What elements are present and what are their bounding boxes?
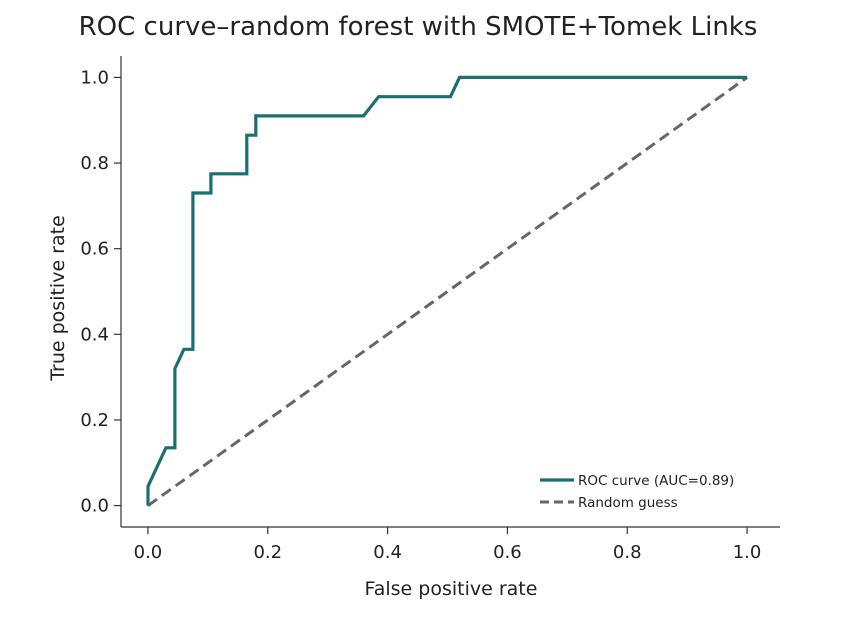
x-tick-label: 1.0 (733, 542, 762, 563)
y-tick-label: 0.8 (80, 153, 109, 174)
legend-label: ROC curve (AUC=0.89) (578, 473, 734, 489)
y-tick-label: 0.2 (80, 410, 109, 431)
roc-curve-line (146, 75, 748, 506)
axes: 0.0 0.2 0.4 0.6 0.8 1.0 0.0 0.2 0.4 0.6 0.8 1.0 (80, 56, 780, 563)
random-guess-line (147, 76, 748, 507)
x-tick-label: 0.4 (373, 542, 402, 563)
x-axis-label: False positive rate (365, 578, 538, 600)
legend: ROC curve (AUC=0.89) Random guess (540, 473, 734, 511)
legend-label: Random guess (578, 495, 678, 511)
y-tick-label: 0.6 (80, 239, 109, 260)
x-tick-label: 0.8 (613, 542, 642, 563)
y-tick-label: 0.4 (80, 324, 109, 345)
y-tick-label: 1.0 (80, 67, 109, 88)
chart-title: ROC curve–random forest with SMOTE+Tomek… (79, 12, 758, 42)
x-tick-label: 0.2 (253, 542, 282, 563)
plot-area (146, 75, 748, 507)
y-axis-label: True positive rate (47, 215, 69, 382)
y-tick-label: 0.0 (80, 496, 109, 517)
x-tick-label: 0.6 (493, 542, 522, 563)
x-tick-label: 0.0 (134, 542, 163, 563)
